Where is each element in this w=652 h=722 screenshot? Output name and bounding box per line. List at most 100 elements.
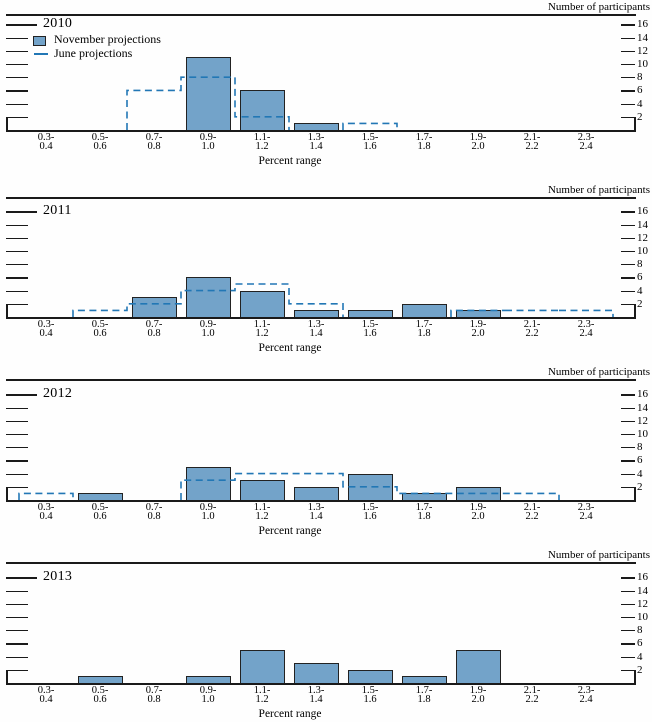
bar-2012-1.5-1.6 <box>347 473 393 500</box>
y-tick-label: 4 <box>637 650 643 663</box>
x-tick-label-line2: 1.4 <box>309 140 323 152</box>
y-tick-right <box>621 64 635 66</box>
x-tick-label: 0.5- 0.6 <box>73 685 127 704</box>
y-tick-right <box>621 603 635 606</box>
x-tick-label: 0.9- 1.0 <box>181 502 235 521</box>
x-tick-label-line2: 2.2 <box>525 693 539 705</box>
x-tick-label-line2: 1.0 <box>201 140 215 152</box>
y-tick-left <box>6 473 28 475</box>
june-projections-line-2012-run0 <box>18 492 74 500</box>
x-tick-label: 1.5- 1.6 <box>343 132 397 151</box>
x-tick-label: 0.5- 0.6 <box>73 502 127 521</box>
x-tick-label: 0.7- 0.8 <box>127 503 181 522</box>
x-tick-label-line1: 1.1- <box>253 685 271 696</box>
x-tick-label-line1: 0.3- <box>37 132 55 143</box>
x-tick-label: 1.9- 2.0 <box>451 320 505 338</box>
x-tick-label: 1.5- 1.6 <box>343 686 397 704</box>
y-tick-label: 8 <box>637 71 643 84</box>
y-tick-right <box>621 460 635 462</box>
x-tick-label-line2: 2.2 <box>525 140 539 152</box>
x-tick-label-line2: 2.0 <box>471 140 485 152</box>
y-tick-label: 12 <box>637 414 648 427</box>
x-tick-label-line2: 1.6 <box>363 327 377 339</box>
y-axis-title: Number of participants <box>547 366 650 378</box>
x-tick-label-line1: 0.3- <box>37 502 55 513</box>
x-tick-label-line2: 1.2 <box>255 140 269 152</box>
y-tick-label: 6 <box>637 637 643 650</box>
bar-2013-1.1-1.2 <box>239 650 285 683</box>
x-tick-label-line1: 1.5- <box>361 502 379 513</box>
bar-2011-1.7-1.8 <box>401 303 447 317</box>
x-axis-title: Percent range <box>258 708 322 720</box>
y-tick-label: 4 <box>637 97 643 110</box>
x-tick-label: 1.5- 1.6 <box>343 319 397 339</box>
y-tick-right <box>621 224 635 226</box>
y-tick-left <box>6 50 28 53</box>
x-tick-label-line1: 0.7- <box>145 132 163 143</box>
x-axis-title: Percent range <box>258 342 322 354</box>
x-tick-label-line2: 0.8 <box>147 510 161 522</box>
x-tick-label-line1: 0.9- <box>199 502 217 513</box>
x-axis-line <box>6 683 636 685</box>
y-tick-right <box>621 303 635 306</box>
y-tick-left <box>6 577 37 579</box>
plot-top-border <box>6 379 636 381</box>
y-tick-label: 8 <box>637 624 643 637</box>
y-tick-label: 12 <box>637 231 648 244</box>
x-tick-label-line1: 1.5- <box>361 132 379 143</box>
y-tick-right <box>621 617 635 619</box>
y-tick-left <box>6 630 28 632</box>
x-tick-label: 1.9- 2.0 <box>451 686 505 704</box>
x-tick-label-line2: 2.4 <box>579 510 593 522</box>
y-tick-right <box>621 264 635 266</box>
x-tick-label-line1: 0.5- <box>91 502 109 513</box>
x-tick-label: 2.1- 2.2 <box>505 503 559 521</box>
axis-right-nub <box>634 486 636 502</box>
legend-november-swatch <box>33 36 46 46</box>
y-tick-right <box>621 473 635 475</box>
y-tick-right <box>621 24 635 26</box>
legend-june-label: June projections <box>54 45 133 60</box>
axis-left-nub <box>6 303 8 319</box>
y-tick-label: 10 <box>637 428 648 440</box>
x-tick-label-line2: 1.2 <box>255 327 269 339</box>
bar-2010-1.1-1.2 <box>239 90 285 130</box>
bar-2011-0.7-0.8 <box>131 297 177 317</box>
y-tick-label: 2 <box>637 480 643 493</box>
y-tick-label: 16 <box>637 388 648 401</box>
x-tick-label: 1.7- 1.8 <box>397 320 451 338</box>
x-tick-label-line1: 1.9- <box>469 132 487 143</box>
y-tick-label: 4 <box>637 467 643 480</box>
y-tick-label: 10 <box>637 611 648 623</box>
x-tick-label-line2: 1.2 <box>255 510 269 522</box>
y-tick-label: 16 <box>637 18 648 31</box>
y-tick-right <box>621 237 635 240</box>
x-tick-label-line1: 0.9- <box>199 685 217 696</box>
legend-november-label: November projections <box>54 32 161 46</box>
bar-2013-0.9-1.0 <box>185 676 231 683</box>
x-axis-title: Percent range <box>258 155 322 167</box>
x-tick-label-line1: 2.3- <box>577 502 595 513</box>
x-tick-label-line1: 1.5- <box>361 319 379 330</box>
x-tick-label: 0.7- 0.8 <box>127 320 181 338</box>
x-tick-label: 2.3- 2.4 <box>559 133 613 151</box>
x-tick-label-line2: 0.6 <box>93 140 107 152</box>
y-tick-right <box>621 643 635 645</box>
x-tick-label-line1: 0.5- <box>91 319 109 330</box>
x-tick-label-line2: 2.4 <box>579 327 593 339</box>
y-tick-right <box>621 50 635 53</box>
panel-year-label: 2011 <box>43 203 72 219</box>
y-tick-left <box>6 90 28 92</box>
y-tick-label: 14 <box>637 584 648 597</box>
x-tick-label-line1: 1.3- <box>307 685 325 696</box>
x-tick-label-line1: 0.5- <box>91 685 109 696</box>
y-tick-right <box>621 486 635 489</box>
x-tick-label: 1.7- 1.8 <box>397 686 451 704</box>
x-tick-label-line2: 2.2 <box>525 327 539 339</box>
x-tick-label-line1: 0.3- <box>37 319 55 330</box>
x-tick-label: 2.3- 2.4 <box>559 502 613 522</box>
axis-right-nub <box>634 116 636 132</box>
bar-2013-1.9-2.0 <box>455 650 501 683</box>
y-tick-label: 12 <box>637 44 648 57</box>
